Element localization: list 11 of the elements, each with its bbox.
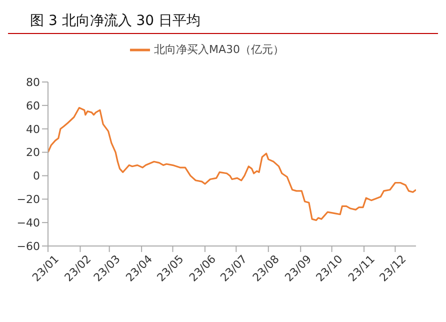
y-tick-label: −40 bbox=[16, 216, 40, 230]
y-tick-label: 20 bbox=[26, 146, 40, 160]
legend-label: 北向净买入MA30（亿元） bbox=[154, 43, 284, 56]
y-tick-label: −20 bbox=[16, 193, 40, 206]
y-tick-label: 60 bbox=[26, 99, 40, 112]
y-tick-label: −60 bbox=[16, 240, 40, 253]
y-tick-label: 40 bbox=[26, 122, 40, 136]
line-series bbox=[48, 106, 416, 222]
y-tick-label: 0 bbox=[33, 170, 40, 183]
y-tick-label: 80 bbox=[26, 76, 40, 89]
chart-title: 图 3 北向净流入 30 日平均 bbox=[8, 8, 438, 34]
